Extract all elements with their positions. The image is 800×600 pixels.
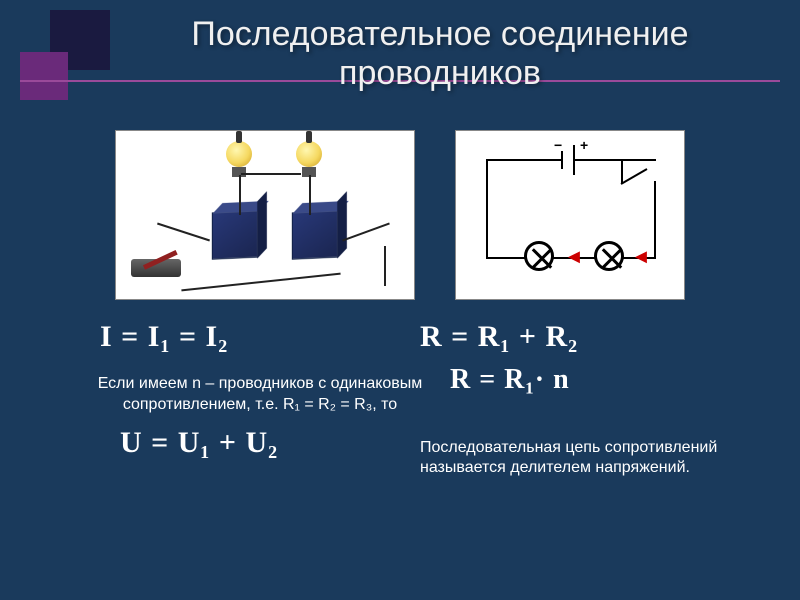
battery-plus-label: +	[580, 137, 588, 153]
wire	[241, 173, 301, 175]
wire	[157, 223, 210, 242]
battery-box-icon	[212, 210, 258, 259]
schematic-circuit-figure: − + ◄ ◄	[455, 130, 685, 300]
battery-box-icon	[292, 210, 338, 259]
wire	[342, 223, 390, 242]
note-divider: Последовательная цепь сопротивлений назы…	[420, 438, 740, 480]
wire	[181, 273, 340, 292]
formula-row-2: Если имеем n – проводников с одинаковым …	[60, 364, 740, 416]
wire	[384, 246, 386, 286]
formula-current: I = I₁ = I₂	[100, 320, 228, 354]
formula-voltage: U = U₁ + U₂	[120, 426, 278, 460]
formula-resistance: R = R₁ + R₂	[420, 320, 740, 354]
physical-circuit-figure	[115, 130, 415, 300]
title-line1: Последовательное соединение	[191, 15, 688, 53]
formulas-block: I = I₁ = I₂ R = R₁ + R₂ Если имеем n – п…	[0, 320, 800, 489]
page-title: Последовательное соединение проводников	[110, 15, 770, 93]
current-arrow-icon: ◄	[564, 246, 584, 269]
figures-row: − + ◄ ◄	[0, 130, 800, 300]
lamp-icon	[226, 141, 252, 167]
current-arrow-icon: ◄	[631, 246, 651, 269]
formula-row-3: U = U₁ + U₂ Последовательная цепь сопрот…	[60, 426, 740, 480]
lamp-icon	[296, 141, 322, 167]
formula-row-1: I = I₁ = I₂ R = R₁ + R₂	[60, 320, 740, 354]
wire	[239, 175, 241, 215]
wire	[309, 175, 311, 215]
lamp-schematic-icon	[524, 241, 554, 271]
note-n-conductors: Если имеем n – проводников с одинаковым …	[70, 374, 450, 416]
title-line2: проводников	[339, 54, 541, 92]
battery-minus-label: −	[554, 137, 562, 153]
formula-resistance-n: R = R₁· n	[450, 364, 740, 396]
lamp-schematic-icon	[594, 241, 624, 271]
